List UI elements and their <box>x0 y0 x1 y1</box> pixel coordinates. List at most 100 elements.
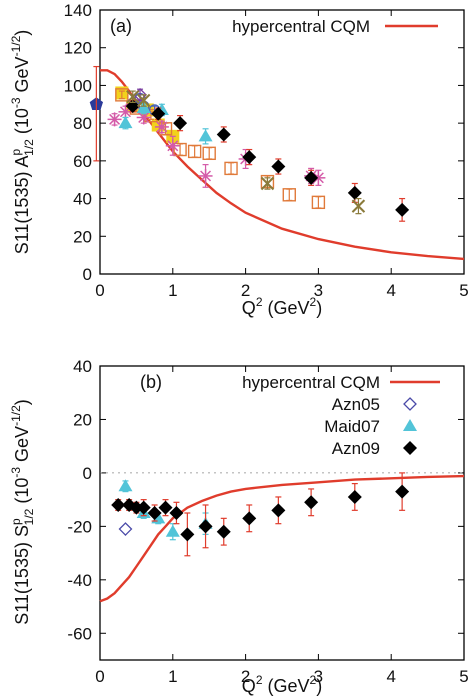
panel-b-point-diamond-filled <box>180 527 195 542</box>
legend-b-azn09-marker <box>403 441 417 455</box>
panel-a-errorbar <box>206 147 213 160</box>
panel-a-point-square-open <box>173 142 187 157</box>
panel-b-letter: (b) <box>140 372 162 392</box>
panel-a-ytick-label: 140 <box>64 1 92 20</box>
panel-b-xlabel: Q2 (GeV2) <box>242 673 322 696</box>
panel-a-xtick-label: 3 <box>314 281 323 300</box>
panel-b-ylabel: S11(1535) Sp1/2 (10-3 GeV-1/2) <box>9 399 36 625</box>
panel-a-errorbar <box>118 90 125 100</box>
panel-a-point-cross <box>126 90 140 104</box>
panel-b-legend: hypercentral CQM Azn05 Maid07 Azn09 <box>242 373 440 458</box>
panel-a-point-diamond-filled <box>395 202 410 217</box>
panel-b-point-diamond-open <box>118 522 133 536</box>
panel-b-point-diamond-filled <box>169 506 184 520</box>
panel-a-point-asterisk <box>107 112 122 127</box>
panel-b-point-diamond-filled <box>198 519 213 534</box>
panel-a-point-asterisk <box>165 138 180 153</box>
legend-a-curve-label: hypercentral CQM <box>232 17 370 36</box>
panel-a-point-square-open <box>202 146 216 161</box>
panel-a-cqm-curve <box>100 69 465 261</box>
panel-b-curve-layer <box>99 474 465 603</box>
panel-b-cqm-curve <box>99 474 465 603</box>
panel-b-xtick-label: 1 <box>168 667 177 686</box>
panel-a-ytick-label: 20 <box>73 227 92 246</box>
panel-a-ytick-label: 120 <box>64 39 92 58</box>
panel-a-points-layer <box>89 65 410 222</box>
panel-b-ytick-label: -60 <box>67 624 92 643</box>
panel-a: 0 1 2 3 4 5 0 20 40 60 80 100 120 140 (a) hypercentra… <box>9 1 469 318</box>
panel-a-point-diamond-filled <box>173 116 188 131</box>
panel-a-xtick-label: 5 <box>459 281 468 300</box>
panel-a-errorbar <box>191 145 198 158</box>
panel-a-point-diamond-filled <box>242 150 257 165</box>
panel-a-point-asterisk <box>198 168 213 183</box>
panel-a-point-triangle <box>198 129 213 142</box>
panel-a-xtick-label: 2 <box>241 281 250 300</box>
panel-b-point-triangle <box>118 479 133 492</box>
panel-b-point-diamond-filled <box>271 503 286 518</box>
panel-b-ytick-label: 0 <box>83 464 92 483</box>
panel-a-errorbar <box>93 65 100 162</box>
legend-b-maid07-label: Maid07 <box>324 417 380 436</box>
panel-b-point-diamond-filled <box>111 497 126 512</box>
panel-b-xtick-label: 2 <box>241 667 250 686</box>
panel-a-point-diamond-filled <box>271 159 286 174</box>
legend-b-azn09-label: Azn09 <box>332 439 380 458</box>
panel-b-point-diamond-filled <box>242 511 257 526</box>
panel-a-xtick-label: 4 <box>386 281 395 300</box>
panel-a-point-square-open <box>282 188 296 202</box>
panel-a-point-diamond-filled <box>304 170 319 185</box>
panel-b-point-diamond-filled <box>136 500 151 515</box>
panel-a-xlabel: Q2 (GeV2) <box>242 295 322 318</box>
panel-a-point-diamond-filled <box>347 185 362 200</box>
panel-b-point-triangle <box>165 524 180 537</box>
panel-b-ticks: 0 1 2 3 4 5 -60 -40 -20 0 20 40 <box>67 357 468 686</box>
panel-a-point-diamond-filled <box>125 99 140 114</box>
panel-a-point-square-open <box>224 161 238 176</box>
panel-a-errorbar <box>228 162 235 175</box>
panel-a-ticks: 0 1 2 3 4 5 0 20 40 60 80 100 120 140 <box>64 1 469 300</box>
panel-b-point-diamond-filled <box>158 500 173 515</box>
panel-b-frame <box>99 365 465 661</box>
panel-a-point-triangle <box>118 116 133 129</box>
panel-a-point-cross <box>351 199 366 213</box>
panel-b-xtick-label: 3 <box>314 667 323 686</box>
panel-b-ytick-label: 20 <box>73 410 92 429</box>
panel-a-ylabel: S11(1535) Ap1/2 (10-3 GeV-1/2) <box>9 30 36 255</box>
panel-a-ytick-label: 0 <box>83 265 92 284</box>
panel-b: 0 1 2 3 4 5 -60 -40 -20 0 20 40 (b) hypercentral CQ… <box>9 357 469 696</box>
panel-a-xtick-label: 1 <box>168 281 177 300</box>
panel-a-point-square-open <box>115 88 129 102</box>
panel-b-point-diamond-filled <box>395 484 410 499</box>
panel-a-point-square-open <box>311 195 326 210</box>
panel-a-point-triangle <box>136 101 151 114</box>
panel-b-point-diamond-filled <box>129 500 144 515</box>
panel-b-legend-markers <box>403 397 417 455</box>
panel-b-point-diamond-filled <box>147 506 162 520</box>
panel-a-xtick-label: 0 <box>95 281 104 300</box>
panel-a-point-diamond-filled <box>151 106 166 121</box>
panel-b-ytick-label: -40 <box>67 571 92 590</box>
panel-b-xtick-label: 0 <box>95 667 104 686</box>
panel-b-point-diamond-filled <box>304 495 319 510</box>
panel-a-legend: hypercentral CQM <box>232 17 438 36</box>
panel-a-point-square-open <box>187 144 202 159</box>
panel-b-xtick-label: 5 <box>459 667 468 686</box>
panel-a-letter: (a) <box>110 16 132 36</box>
panel-b-point-diamond-filled <box>216 524 231 539</box>
panel-b-points-layer <box>111 472 410 557</box>
legend-b-azn05-label: Azn05 <box>332 395 380 414</box>
panel-a-curve-layer <box>100 69 465 261</box>
panel-b-point-diamond-filled <box>347 489 362 504</box>
panel-a-errorbar <box>315 196 322 209</box>
panel-a-ytick-label: 80 <box>73 114 92 133</box>
legend-b-azn05-marker <box>403 397 417 411</box>
panel-a-ytick-label: 100 <box>64 76 92 95</box>
panel-a-point-diamond-filled <box>216 127 231 142</box>
panel-a-point-cross <box>260 176 275 191</box>
panel-b-xtick-label: 4 <box>386 667 395 686</box>
panel-a-point-asterisk <box>154 119 169 134</box>
panel-a-ytick-label: 40 <box>73 190 92 209</box>
panel-a-frame <box>99 9 465 275</box>
